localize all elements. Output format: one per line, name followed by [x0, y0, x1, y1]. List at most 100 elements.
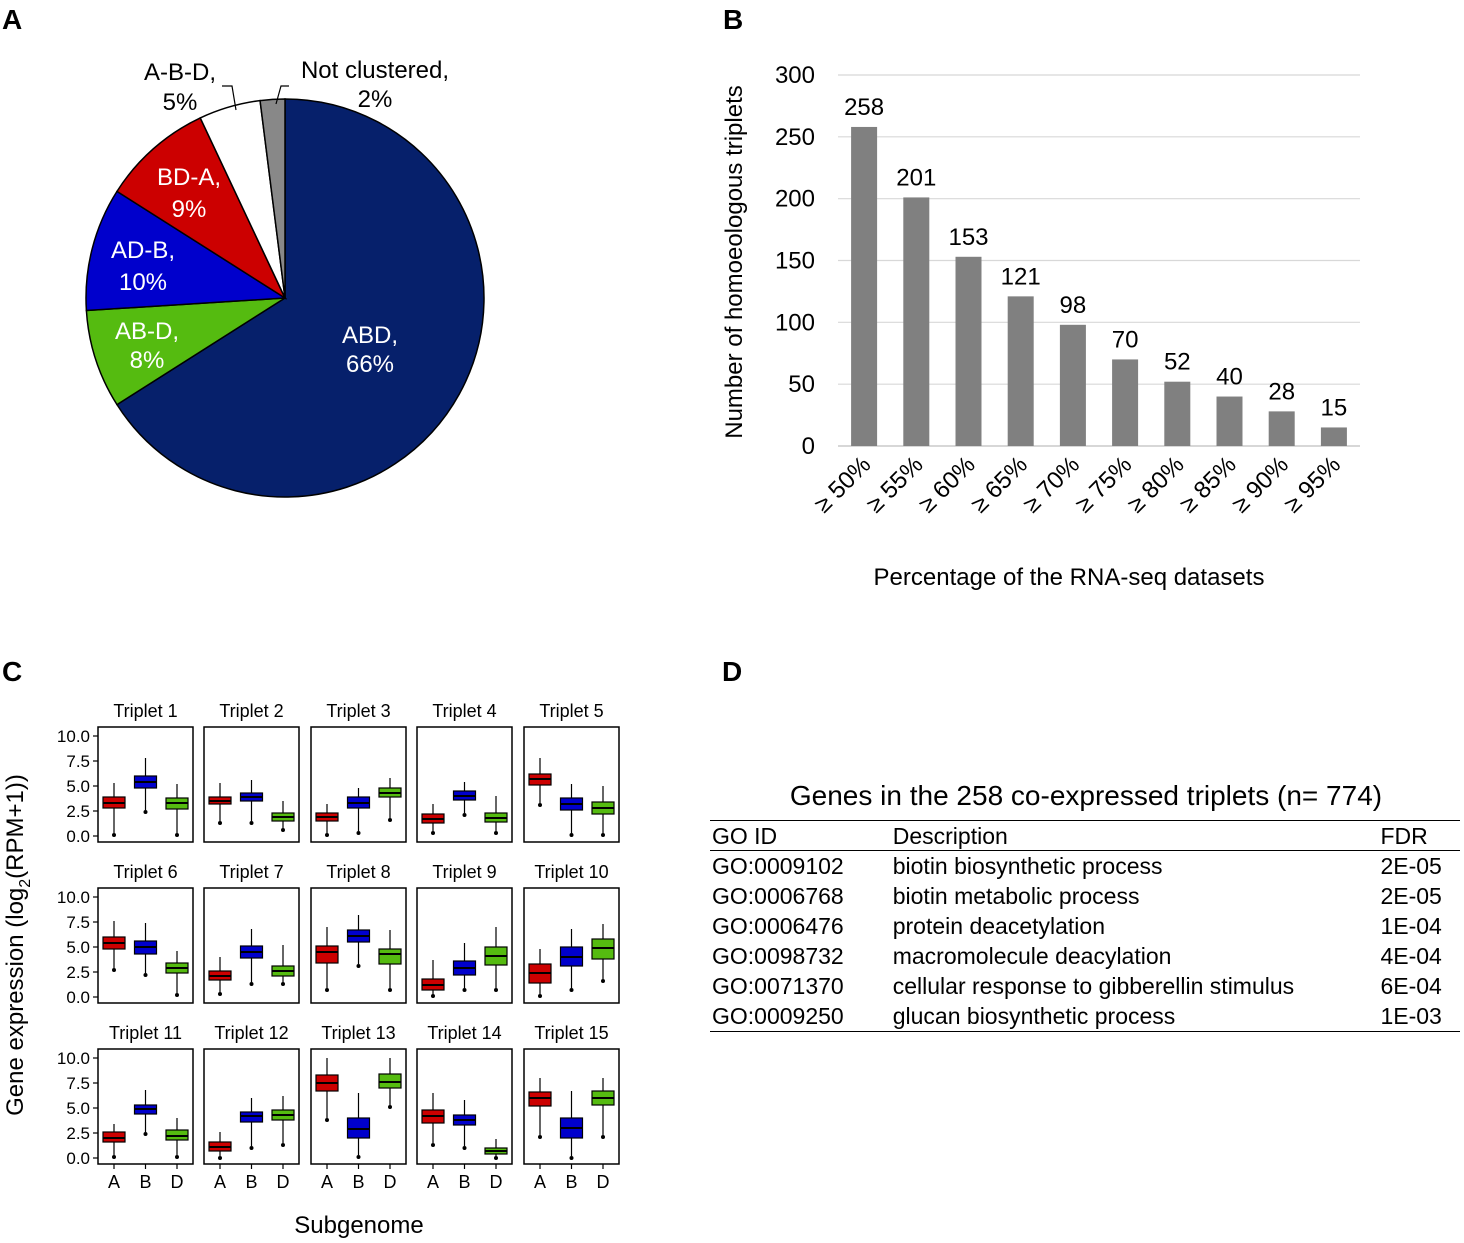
triplet-title: Triplet 15	[534, 1023, 608, 1043]
bar-y-tick-label: 50	[788, 371, 815, 398]
triplet-panel-8: Triplet 8	[310, 862, 407, 1004]
triplet-title: Triplet 10	[534, 862, 608, 882]
go-col-header-fdr: FDR	[1380, 823, 1428, 849]
table-row: GO:0006476 protein deacetylation 1E-04	[710, 911, 1460, 941]
go-id-cell: GO:0009102	[712, 853, 844, 879]
pie-label-not-clustered-name: Not clustered,	[301, 57, 449, 84]
boxplot-outlier	[281, 828, 285, 832]
triplet-frame	[203, 887, 300, 1004]
triplet-title: Triplet 6	[113, 862, 177, 882]
bar-value-label: 201	[896, 164, 936, 191]
boxplot-outlier	[218, 992, 222, 996]
boxplot-y-tick-label: 7.5	[66, 752, 90, 771]
bar-y-tick-label: 250	[775, 124, 815, 151]
pie-slices	[85, 98, 485, 498]
pie-slice-not-clustered	[259, 98, 286, 299]
boxplot-y-tick-label: 7.5	[66, 1074, 90, 1093]
table-row: GO:0009102 biotin biosynthetic process 2…	[710, 851, 1460, 882]
triplet-title: Triplet 1	[113, 701, 177, 721]
triplet-frame	[310, 887, 407, 1004]
bar-8	[1216, 396, 1243, 446]
triplet-title: Triplet 8	[326, 862, 390, 882]
triplet-title: Triplet 11	[109, 1023, 182, 1043]
triplet-frame	[416, 726, 513, 843]
boxplot-outlier	[462, 813, 467, 817]
boxplot-box-d	[378, 948, 402, 965]
go-description-cell: biotin biosynthetic process	[892, 853, 1163, 879]
go-description-cell: protein deacetylation	[892, 913, 1105, 939]
boxplot-outlier	[175, 833, 179, 837]
boxplot-outlier	[569, 988, 574, 992]
boxplot-outlier	[462, 988, 467, 992]
boxplot-y-tick-label: 7.5	[66, 913, 90, 932]
triplet-title: Triplet 14	[427, 1023, 501, 1043]
boxplot-y-tick-label: 0.0	[66, 988, 90, 1007]
boxplot-x-tick-label: B	[352, 1172, 364, 1192]
boxplot-outlier	[494, 988, 498, 992]
bar-value-label: 15	[1321, 394, 1348, 421]
boxplot-outlier	[569, 1156, 574, 1160]
boxplot-x-tick-label: B	[458, 1172, 470, 1192]
boxplot-outlier	[356, 831, 361, 835]
triplet-panel-15: Triplet 15 A B D	[523, 1023, 620, 1192]
triplet-panel-2: Triplet 2	[203, 701, 300, 843]
boxplot-outlier	[388, 818, 392, 822]
pie-label-ab-d-name: AB-D,	[115, 318, 179, 345]
leader-line-a-b-d	[222, 85, 237, 111]
boxplot-x-tick-label: D	[171, 1172, 184, 1192]
boxplot-y-tick-label: 2.5	[66, 963, 90, 982]
go-id-cell: GO:0071370	[712, 973, 844, 999]
bar-x-tick-label: ≥ 75%	[1070, 451, 1137, 518]
boxplot-outlier	[538, 1135, 542, 1139]
triplet-panel-10: Triplet 10	[523, 862, 620, 1004]
boxplot-outlier	[494, 1156, 498, 1160]
boxplot-y-tick-label: 0.0	[66, 827, 90, 846]
triplet-panel-12: Triplet 12 A B D	[203, 1023, 300, 1192]
pie-slice-bd-a	[115, 116, 287, 301]
boxplot-grid: Triplet 1 0.0 2.5 5.0 7.5 10.0 Triplet 2 Triple…	[57, 701, 620, 1192]
boxplot-y-tick-label: 5.0	[66, 1099, 90, 1118]
triplet-frame	[523, 726, 620, 843]
triplet-title: Triplet 7	[219, 862, 283, 882]
bar-6	[1112, 359, 1139, 446]
boxplot-y-tick-label: 10.0	[57, 727, 90, 746]
boxplot-outlier	[325, 833, 329, 837]
triplet-panel-7: Triplet 7	[203, 862, 300, 1004]
boxplot-outlier	[494, 831, 498, 835]
pie-labels: ABD, 66% AB-D, 8% AD-B, 10% BD-A, 9% A-B…	[111, 57, 449, 378]
bar-bars	[851, 126, 1347, 446]
bar-x-tick-label: ≥ 90%	[1227, 451, 1294, 518]
bar-value-label: 153	[948, 224, 988, 251]
triplet-title: Triplet 13	[321, 1023, 395, 1043]
boxplot-y-tick-label: 0.0	[66, 1149, 90, 1168]
table-row: GO:0071370 cellular response to gibberel…	[710, 971, 1460, 1001]
boxplot-box-a	[315, 945, 339, 964]
triplet-title: Triplet 9	[432, 862, 496, 882]
boxplot-outlier	[143, 973, 148, 977]
bar-value-label: 70	[1112, 326, 1139, 353]
triplet-panel-6: Triplet 6 0.0 2.5 5.0 7.5 10.0	[57, 862, 194, 1007]
triplet-title: Triplet 4	[432, 701, 496, 721]
boxplot-outlier	[356, 1155, 361, 1159]
bar-x-tick-label: ≥ 80%	[1122, 451, 1189, 518]
boxplot-outlier	[325, 1118, 329, 1122]
boxplot-x-axis-title: Subgenome	[294, 1212, 423, 1239]
triplet-frame	[416, 887, 513, 1004]
boxplot-x-tick-label: B	[139, 1172, 151, 1192]
pie-chart: ABD, 66% AB-D, 8% AD-B, 10% BD-A, 9% A-B…	[85, 57, 485, 498]
go-fdr-cell: 4E-04	[1380, 943, 1442, 969]
bar-y-tick-label: 0	[802, 433, 815, 460]
go-fdr-cell: 2E-05	[1380, 853, 1442, 879]
triplet-title: Triplet 5	[539, 701, 603, 721]
bar-x-tick-label: ≥ 65%	[966, 451, 1033, 518]
boxplot-x-tick-label: A	[427, 1172, 439, 1192]
panel-label-d: D	[722, 656, 742, 687]
boxplot-outlier	[431, 831, 435, 835]
boxplot-outlier	[281, 982, 285, 986]
bar-y-tick-label: 150	[775, 248, 815, 275]
boxplot-y-tick-label: 2.5	[66, 802, 90, 821]
boxplot-x-tick-label: B	[245, 1172, 257, 1192]
go-table-header-row: GO ID Description FDR	[710, 820, 1460, 851]
